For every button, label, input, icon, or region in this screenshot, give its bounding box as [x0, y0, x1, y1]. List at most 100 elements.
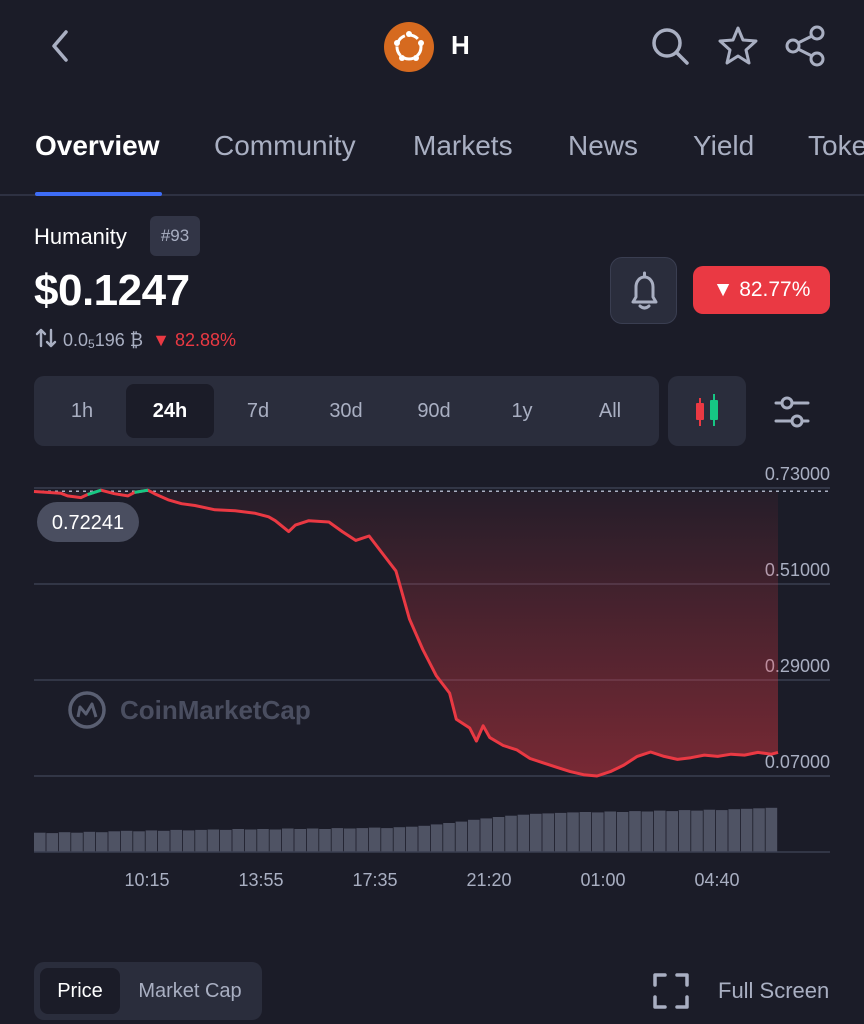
range-90d[interactable]: 90d: [417, 400, 451, 422]
x-axis-label: 21:20: [466, 870, 511, 890]
bell-icon: [631, 271, 658, 310]
coin-logo: [384, 22, 434, 72]
chart-type-toggle: Price Market Cap: [34, 962, 262, 1020]
volume-bar: [740, 808, 753, 852]
btc-change: ▼ 82.88%: [152, 329, 236, 351]
y-axis-label: 0.07000: [765, 752, 830, 772]
full-screen-icon[interactable]: [652, 972, 690, 1010]
price-chart[interactable]: 0.73000 0.51000 0.29000 0.07000 CoinMarketC…: [0, 455, 864, 925]
volume-bar: [294, 829, 306, 852]
volume-bar: [145, 830, 158, 852]
volume-bar: [753, 808, 765, 852]
x-axis-label: 13:55: [238, 870, 283, 890]
volume-bar: [282, 828, 294, 852]
tab-overview[interactable]: Overview: [35, 130, 160, 161]
volume-bar: [406, 826, 418, 852]
tab-bar: Overview Community Markets News Yield To…: [0, 118, 864, 196]
tab-yield[interactable]: Yield: [693, 130, 755, 161]
volume-bar: [381, 828, 393, 852]
rank-badge: #93: [150, 216, 200, 256]
y-axis-label: 0.73000: [765, 464, 830, 484]
volume-bar: [678, 810, 691, 852]
range-7d[interactable]: 7d: [246, 400, 270, 422]
price-change-badge: ▼ 82.77%: [693, 266, 830, 314]
volume-bar: [96, 832, 108, 852]
volume-bar: [418, 825, 430, 852]
volume-bar: [120, 830, 133, 852]
candlestick-icon: [696, 394, 718, 426]
top-header: H: [0, 0, 864, 95]
x-axis-label: 01:00: [580, 870, 625, 890]
x-axis-label: 04:40: [694, 870, 739, 890]
tab-news[interactable]: News: [568, 130, 639, 161]
range-30d[interactable]: 30d: [329, 400, 363, 422]
volume-bar: [269, 829, 282, 852]
volume-bar: [430, 824, 443, 852]
candlestick-toggle-button[interactable]: [668, 376, 746, 446]
tab-community[interactable]: Community: [214, 130, 356, 161]
active-tab-indicator: [35, 192, 162, 196]
volume-bar: [728, 809, 740, 852]
volume-bar: [455, 821, 468, 852]
range-all[interactable]: All: [598, 400, 622, 422]
volume-bar: [765, 807, 778, 852]
price-alert-button[interactable]: [610, 257, 677, 324]
volume-bar: [331, 828, 344, 852]
open-price-label: 0.72241: [37, 502, 139, 542]
search-icon[interactable]: [648, 24, 692, 68]
price-area-fill: [34, 491, 778, 776]
price-line-up-segment: [134, 488, 149, 494]
range-24h[interactable]: 24h: [126, 384, 214, 438]
volume-bar: [306, 828, 319, 852]
coin-price: $0.1247: [34, 266, 190, 315]
y-axis-label: 0.51000: [765, 560, 830, 580]
volume-bar: [468, 819, 480, 852]
swap-arrows-icon[interactable]: [34, 326, 58, 355]
range-1y[interactable]: 1y: [511, 400, 533, 422]
volume-bar: [542, 813, 554, 852]
toggle-market-cap[interactable]: Market Cap: [138, 980, 242, 1002]
tab-markets[interactable]: Markets: [413, 130, 513, 161]
star-icon[interactable]: [716, 24, 760, 68]
volume-bar: [641, 811, 654, 852]
back-arrow-icon[interactable]: [44, 26, 76, 66]
x-axis-label: 17:35: [352, 870, 397, 890]
volume-bar: [393, 827, 406, 852]
volume-bar: [158, 830, 170, 852]
volume-bar: [517, 814, 530, 852]
coin-name: Humanity: [34, 224, 127, 249]
volume-bar: [716, 810, 728, 852]
y-axis-label: 0.29000: [765, 656, 830, 676]
volume-bar: [71, 832, 83, 852]
tab-tokenomics[interactable]: Toke: [808, 130, 864, 161]
coin-symbol: H: [451, 30, 470, 60]
volume-bar: [58, 832, 71, 852]
volume-bar: [567, 812, 579, 852]
watermark-text: CoinMarketCap: [120, 695, 311, 725]
btc-price: 0.05196 ₿: [63, 330, 144, 351]
volume-bar: [368, 827, 381, 852]
volume-bar: [505, 815, 517, 852]
volume-bar: [356, 828, 368, 852]
volume-bar: [654, 810, 666, 852]
watermark: CoinMarketCap: [68, 691, 311, 729]
volume-bar: [195, 829, 207, 852]
toggle-price[interactable]: Price: [40, 968, 120, 1014]
volume-bar: [34, 832, 46, 852]
chart-settings-icon[interactable]: [770, 390, 814, 434]
volume-bar: [257, 829, 269, 852]
full-screen-button[interactable]: Full Screen: [718, 978, 830, 1003]
volume-bar: [616, 812, 629, 852]
volume-bar: [182, 830, 195, 852]
range-1h[interactable]: 1h: [70, 400, 94, 422]
x-axis-label: 10:15: [124, 870, 169, 890]
volume-bar: [170, 829, 182, 852]
volume-bar: [244, 829, 257, 852]
price-line-up-segment: [87, 488, 102, 496]
volume-bar: [232, 829, 244, 852]
volume-bar: [530, 813, 542, 852]
share-icon[interactable]: [784, 24, 828, 68]
volume-bar: [480, 818, 492, 852]
volume-bar: [629, 811, 641, 852]
open-price-label-text: 0.72241: [52, 512, 124, 534]
